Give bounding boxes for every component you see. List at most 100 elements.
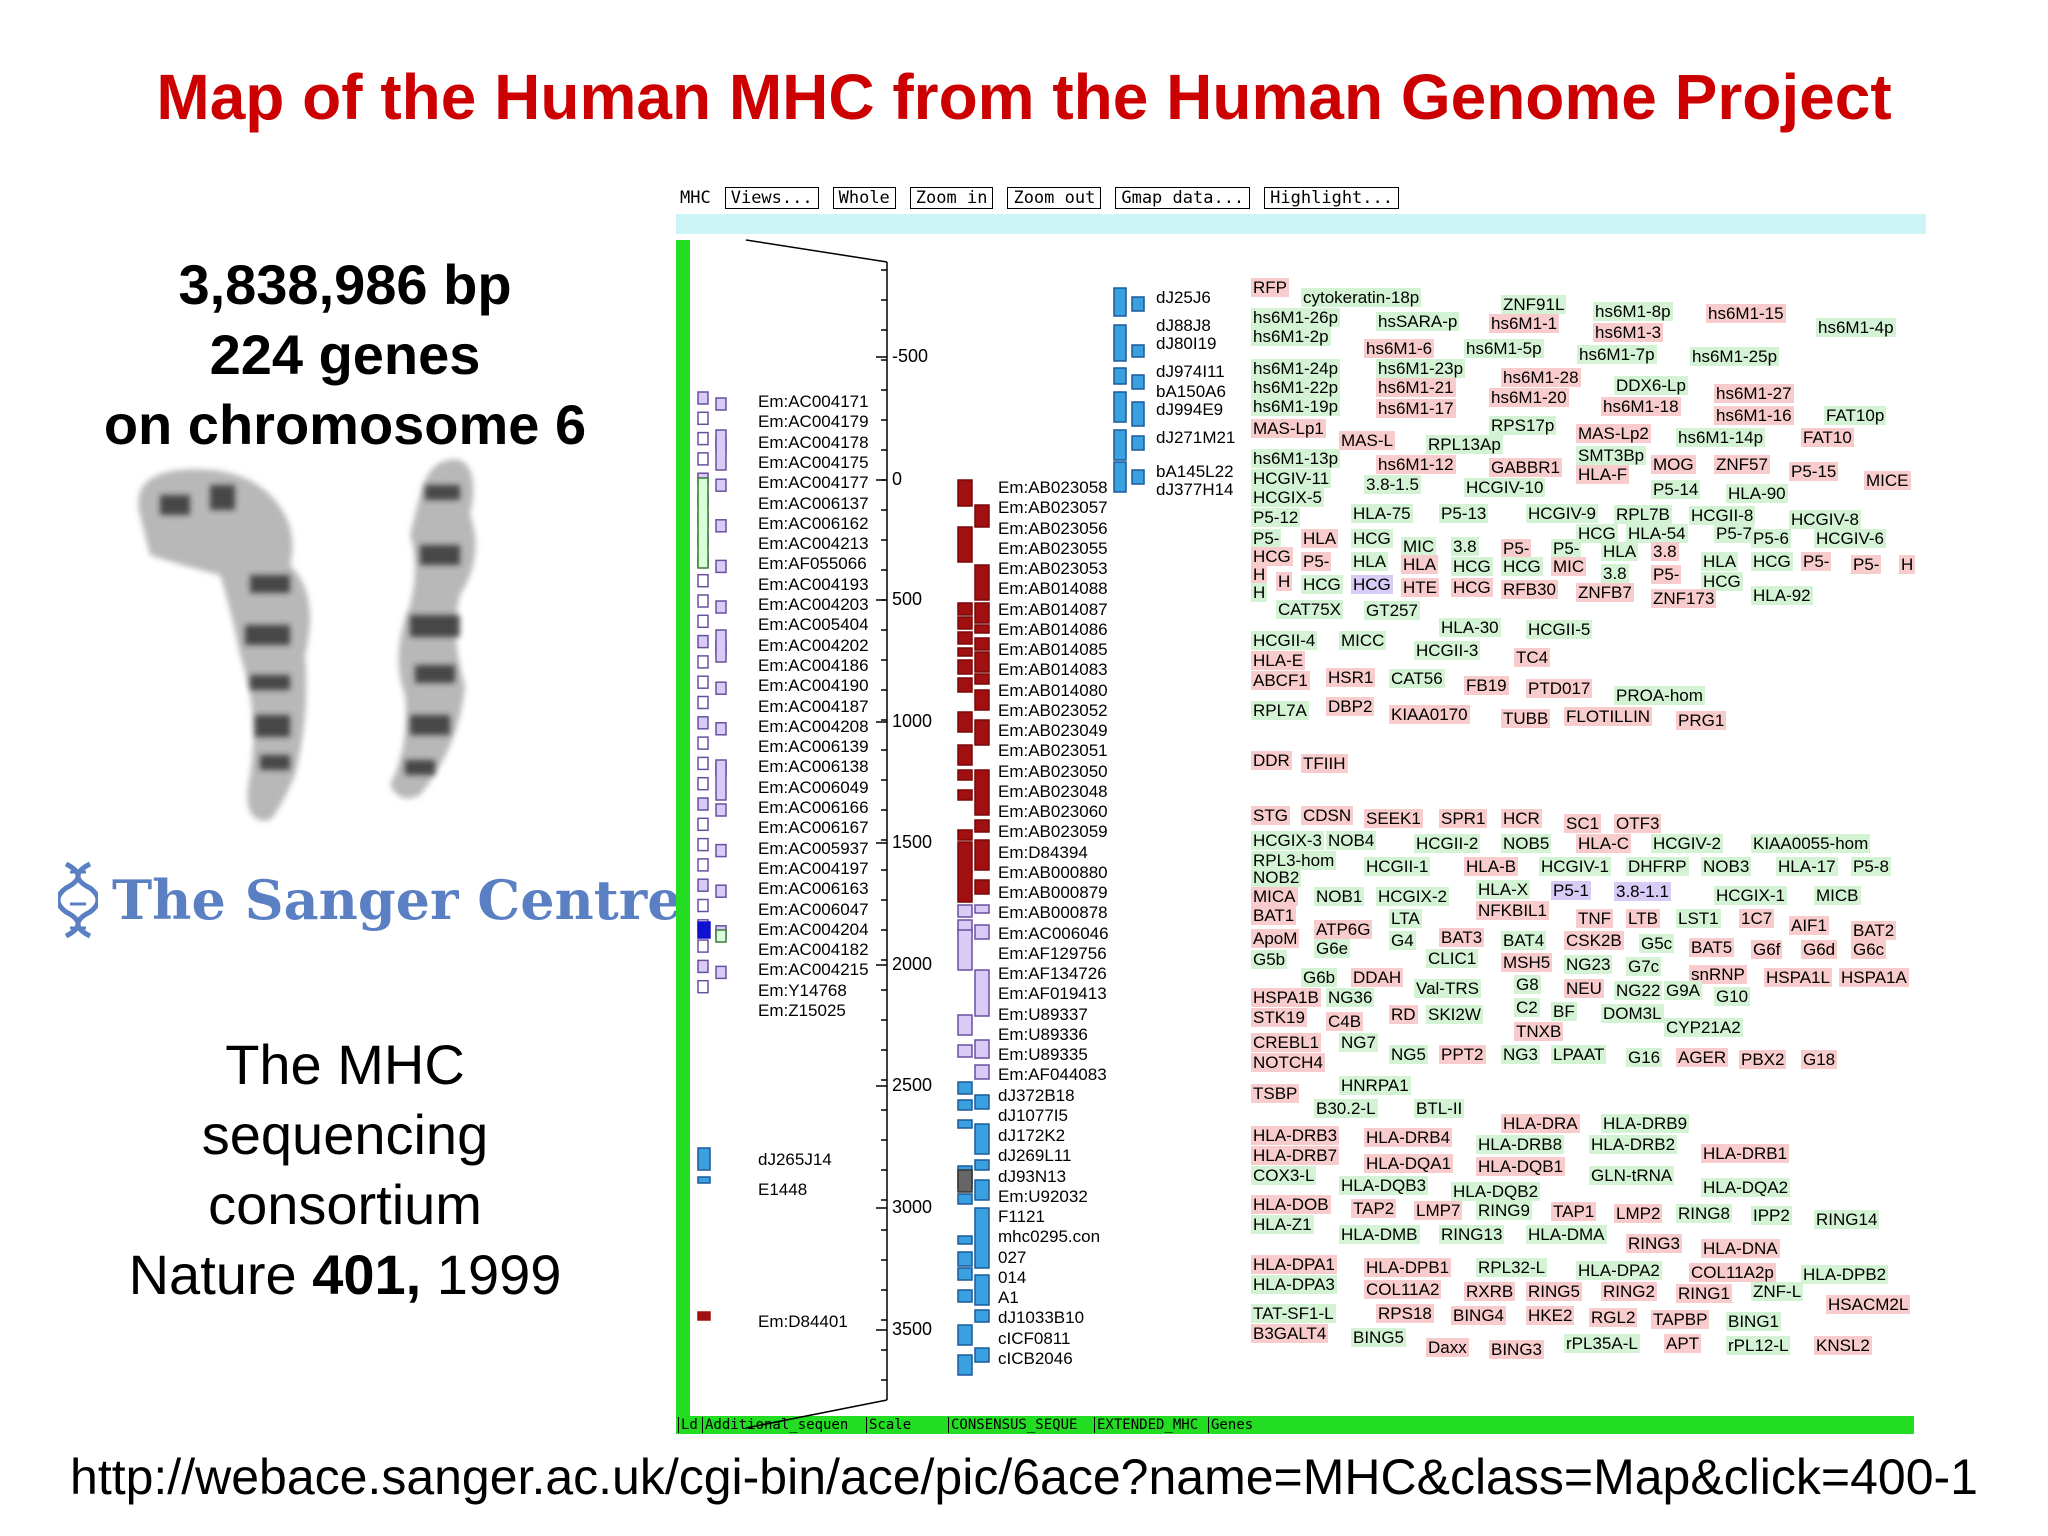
gene-label[interactable]: HCR	[1501, 809, 1542, 828]
scale-tick-label[interactable]: 500	[892, 589, 923, 609]
views-button[interactable]: Views...	[724, 187, 819, 209]
gene-label[interactable]: P5-12	[1251, 508, 1301, 527]
clone-label[interactable]: Em:AC004203	[758, 595, 869, 614]
extended-clone-label[interactable]: dJ994E9	[1156, 400, 1224, 419]
gene-label[interactable]: TFIIH	[1301, 754, 1348, 773]
gene-label[interactable]: hs6M1-27	[1714, 384, 1794, 403]
gene-label[interactable]: AGER	[1676, 1048, 1729, 1067]
column-header-consensus[interactable]: CONSENSUS_SEQUE	[948, 1417, 1077, 1433]
gene-label[interactable]: KIAA0170	[1389, 705, 1470, 724]
scale-tick-label[interactable]: 2500	[892, 1075, 933, 1095]
gene-label[interactable]: NFKBIL1	[1476, 901, 1549, 920]
gene-label[interactable]: HCG	[1701, 572, 1743, 591]
consensus-clone-label[interactable]: Em:U89337	[998, 1004, 1088, 1024]
gene-label[interactable]: BING1	[1726, 1312, 1782, 1331]
gene-label[interactable]: HLA-X	[1476, 880, 1531, 899]
gene-label[interactable]: HLA-DMA	[1526, 1225, 1607, 1244]
gene-label[interactable]: BAT2	[1851, 921, 1897, 940]
gene-label[interactable]: hs6M1-3	[1593, 323, 1664, 342]
gene-label[interactable]: HLA	[1351, 552, 1389, 571]
gene-label[interactable]: hs6M1-15	[1706, 304, 1786, 323]
gene-label[interactable]: SC1	[1564, 814, 1602, 833]
gene-label[interactable]: 3.8	[1451, 537, 1479, 556]
gene-label[interactable]: HCGIX-5	[1251, 488, 1324, 507]
gene-label[interactable]: TAT-SF1-L	[1251, 1304, 1336, 1323]
gene-label[interactable]: HCGII-4	[1251, 631, 1318, 650]
clone-label[interactable]: Em:Y14768	[758, 980, 847, 1000]
gene-label[interactable]: HNRPA1	[1339, 1076, 1411, 1095]
scale-tick-label[interactable]: 3000	[892, 1197, 933, 1217]
gene-label[interactable]: G8	[1514, 975, 1541, 994]
column-header-scale[interactable]: Scale	[866, 1417, 911, 1433]
gene-label[interactable]: RPS17p	[1489, 416, 1557, 435]
extended-clone-label[interactable]: bA145L22	[1156, 462, 1234, 481]
gmap-data-button[interactable]: Gmap data...	[1115, 187, 1251, 209]
gene-label[interactable]: MSH5	[1501, 953, 1553, 972]
gene-label[interactable]: COL11A2p	[1689, 1263, 1776, 1282]
gene-label[interactable]: FLOTILLIN	[1564, 707, 1653, 726]
gene-label[interactable]: H	[1251, 583, 1268, 602]
gene-label[interactable]: ZNF91L	[1501, 295, 1567, 314]
consensus-clone-label[interactable]: Em:AF129756	[998, 943, 1107, 963]
gene-label[interactable]: BTL-II	[1414, 1099, 1465, 1118]
gene-label[interactable]: NEU	[1564, 979, 1604, 998]
consensus-clone-label[interactable]: Em:AB014087	[998, 599, 1108, 619]
consensus-clone-label[interactable]: Em:AB023051	[998, 741, 1108, 761]
gene-label[interactable]: C2	[1514, 998, 1540, 1017]
gene-label[interactable]: HLA-DPB1	[1364, 1258, 1452, 1277]
gene-label[interactable]: NG22	[1614, 981, 1663, 1000]
gene-label[interactable]: HLA-DQB1	[1476, 1157, 1566, 1176]
gene-label[interactable]: BAT5	[1689, 938, 1735, 957]
gene-label[interactable]: hs6M1-22p	[1251, 378, 1341, 397]
gene-label[interactable]: CSK2B	[1564, 931, 1624, 950]
gene-label[interactable]: hs6M1-26p	[1251, 308, 1341, 327]
gene-label[interactable]: SEEK1	[1364, 809, 1423, 828]
gene-label[interactable]: CREBL1	[1251, 1033, 1322, 1052]
gene-label[interactable]: G5b	[1251, 950, 1288, 969]
gene-label[interactable]: HLA-DRB1	[1701, 1144, 1790, 1163]
highlight-button[interactable]: Highlight...	[1264, 187, 1399, 209]
column-header-genes[interactable]: Genes	[1208, 1417, 1253, 1433]
gene-label[interactable]: hs6M1-23p	[1376, 359, 1466, 378]
gene-label[interactable]: BING5	[1351, 1328, 1407, 1347]
gene-label[interactable]: HCG	[1501, 557, 1543, 576]
gene-label[interactable]: 3.8	[1651, 542, 1679, 561]
extended-clone-label[interactable]: dJ80I19	[1156, 334, 1217, 353]
gene-label[interactable]: HCGII-3	[1414, 641, 1481, 660]
gene-label[interactable]: P5-8	[1851, 857, 1891, 876]
gene-label[interactable]: B30.2-L	[1314, 1099, 1378, 1118]
gene-label[interactable]: CYP21A2	[1664, 1018, 1743, 1037]
gene-label[interactable]: HCGIV-9	[1526, 504, 1599, 523]
scale-tick-label[interactable]: 2000	[892, 954, 933, 974]
gene-label[interactable]: P5-	[1801, 552, 1832, 571]
gene-label[interactable]: hs6M1-17	[1376, 399, 1456, 418]
gene-label[interactable]: COL11A2	[1364, 1280, 1442, 1299]
gene-label[interactable]: TC4	[1514, 648, 1551, 667]
clone-label[interactable]: Em:AC004177	[758, 473, 869, 493]
consensus-clone-label[interactable]: Em:D84394	[998, 842, 1088, 862]
clone-label[interactable]: Em:AC006166	[758, 798, 869, 817]
gene-label[interactable]: HSR1	[1326, 668, 1376, 687]
gene-label[interactable]: HCGIV-11	[1251, 469, 1332, 488]
gene-label[interactable]: HLA-Z1	[1251, 1215, 1314, 1234]
gene-label[interactable]: hs6M1-18	[1601, 397, 1681, 416]
consensus-clone-label[interactable]: Em:AB023048	[998, 781, 1108, 801]
gene-label[interactable]: HCGII-2	[1414, 834, 1481, 853]
gene-label[interactable]: G6f	[1751, 940, 1783, 959]
gene-label[interactable]: hs6M1-13p	[1251, 449, 1341, 468]
gene-label[interactable]: P5-	[1651, 565, 1682, 584]
consensus-clone-label[interactable]: Em:AF044083	[998, 1065, 1107, 1085]
gene-label[interactable]: HCGIX-2	[1376, 887, 1449, 906]
consensus-clone-label[interactable]: Em:AB023060	[998, 802, 1108, 821]
gene-label[interactable]: hs6M1-7p	[1577, 345, 1657, 364]
gene-label[interactable]: CDSN	[1301, 806, 1354, 825]
gene-label[interactable]: HCG	[1351, 575, 1393, 594]
consensus-clone-label[interactable]: dJ1077I5	[998, 1105, 1068, 1125]
gene-label[interactable]: KNSL2	[1814, 1336, 1872, 1355]
gene-label[interactable]: HSPA1A	[1839, 968, 1909, 987]
gene-label[interactable]: BAT3	[1439, 928, 1485, 947]
gene-label[interactable]: FAT10p	[1824, 406, 1887, 425]
gene-label[interactable]: P5-14	[1651, 480, 1701, 499]
consensus-clone-label[interactable]: A1	[998, 1288, 1019, 1307]
gene-label[interactable]: MICC	[1339, 631, 1387, 650]
